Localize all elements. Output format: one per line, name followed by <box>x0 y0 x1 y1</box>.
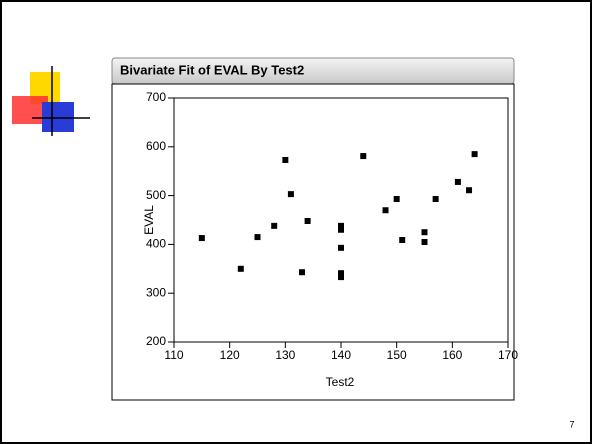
point <box>432 196 439 203</box>
page-number: 7 <box>569 419 574 429</box>
x-tick-label: 150 <box>387 348 407 362</box>
point <box>338 274 344 281</box>
point <box>299 269 306 276</box>
chart-title: Bivariate Fit of EVAL By Test2 <box>120 62 304 77</box>
x-tick-label: 160 <box>442 348 462 362</box>
point <box>421 229 428 236</box>
point <box>399 237 406 244</box>
point <box>198 235 205 242</box>
chart-frame <box>111 83 515 401</box>
y-axis-label: EVAL <box>142 205 156 235</box>
x-axis-label: Test2 <box>326 375 355 389</box>
point <box>466 187 473 194</box>
point <box>271 222 278 229</box>
y-tick-label: 500 <box>146 188 166 202</box>
point <box>393 196 400 203</box>
point <box>254 234 261 241</box>
x-tick-label: 110 <box>164 348 183 362</box>
point <box>360 153 367 160</box>
point <box>338 226 344 233</box>
y-tick-label: 300 <box>146 285 166 299</box>
point <box>454 178 461 185</box>
x-tick-label: 130 <box>275 348 295 362</box>
x-tick-label: 120 <box>220 348 240 362</box>
y-tick-label: 600 <box>146 139 166 153</box>
point <box>382 207 389 214</box>
x-tick-label: 140 <box>331 348 351 362</box>
point <box>304 217 311 224</box>
decoration <box>12 66 90 136</box>
point <box>338 270 344 277</box>
y-tick-label: 400 <box>146 237 166 251</box>
point <box>471 151 478 158</box>
point <box>237 265 244 272</box>
point <box>282 156 289 163</box>
y-tick-label: 200 <box>146 334 166 348</box>
point <box>421 238 428 245</box>
point <box>287 191 294 198</box>
x-tick-label: 170 <box>498 348 518 362</box>
point <box>338 222 344 229</box>
point <box>338 244 344 251</box>
y-tick-label: 700 <box>146 90 166 104</box>
